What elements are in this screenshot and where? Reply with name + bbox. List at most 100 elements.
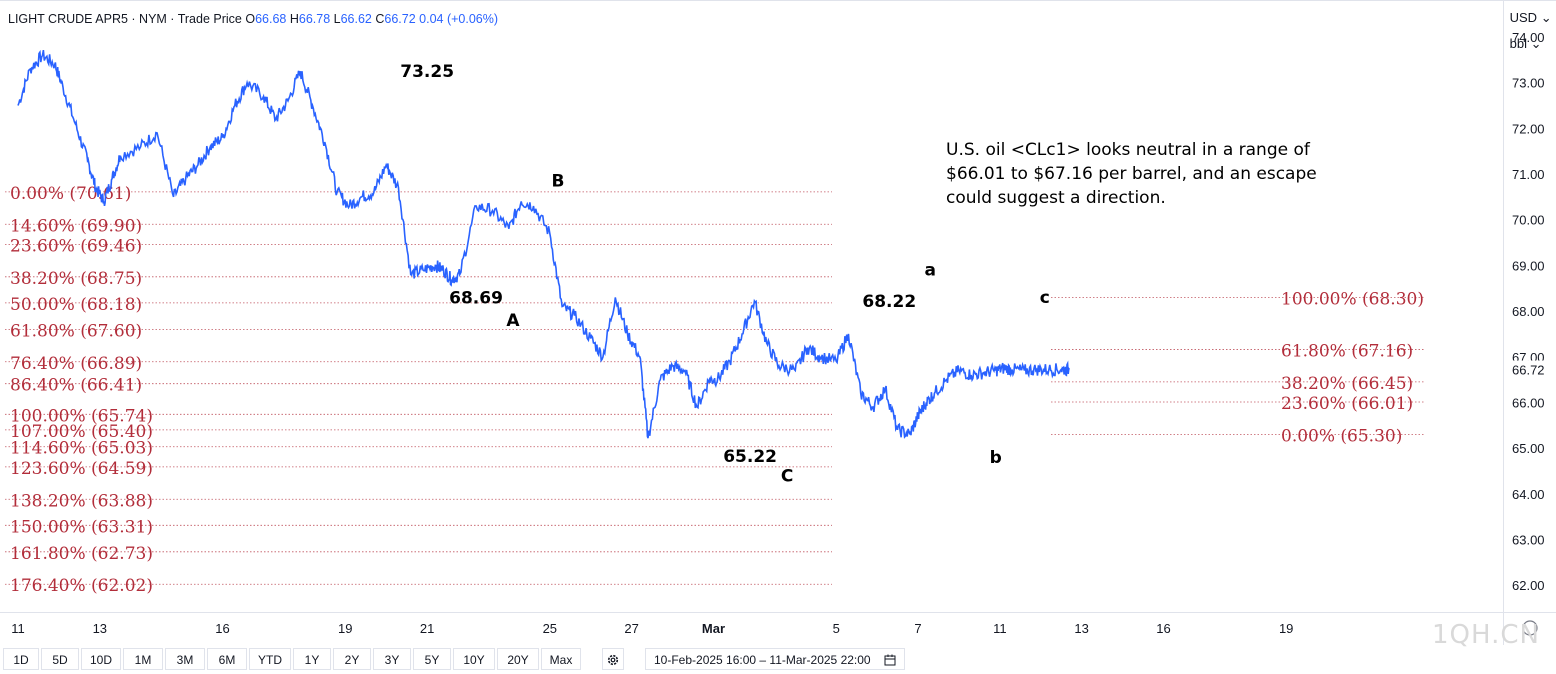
fib-level-label: 100.00% (65.74) (10, 406, 153, 426)
time-tick-label: 27 (624, 621, 638, 636)
period-toolbar: 1D 5D 10D 1M 3M 6M YTD 1Y 2Y 3Y 5Y 10Y 20Y Max 10-Feb… (0, 645, 1556, 673)
wave-point-label: C (781, 466, 793, 486)
wave-point-label: B (552, 172, 565, 192)
price-series-line (17, 49, 1071, 439)
fib-level-label: 0.00% (70.61) (10, 184, 131, 204)
period-button-20y[interactable]: 20Y (497, 648, 539, 670)
price-chart[interactable]: 0.00% (70.61) 14.60% (69.90)23.60% (69.46… (0, 0, 1556, 645)
period-button-1d[interactable]: 1D (3, 648, 39, 670)
chevron-down-icon: ⌄ (1530, 36, 1542, 51)
symbol-title: LIGHT CRUDE APR5 · NYM · Trade Price (8, 12, 242, 26)
period-button-2y[interactable]: 2Y (333, 648, 371, 670)
time-tick-label: 19 (338, 621, 352, 636)
period-button-5d[interactable]: 5D (41, 648, 79, 670)
fib-level-label: 38.20% (68.75) (10, 269, 142, 289)
fib-level-label: 176.40% (62.02) (10, 576, 153, 596)
wave-point-label: 68.22 (862, 292, 916, 312)
analysis-note: U.S. oil <CLc1> looks neutral in a range… (946, 140, 1317, 208)
period-button-6m[interactable]: 6M (207, 648, 247, 670)
wave-point-label: 73.25 (400, 62, 454, 82)
time-tick-label: 13 (93, 621, 107, 636)
low-value: 66.62 (340, 12, 372, 26)
axis-settings-icon[interactable] (1522, 620, 1538, 636)
time-tick-label: 11 (993, 621, 1007, 636)
wave-point-label: c (1040, 288, 1050, 308)
last-price-label: 66.72 (1512, 363, 1545, 378)
chart-grid (0, 0, 1556, 645)
gear-icon (607, 654, 619, 666)
period-button-10d[interactable]: 10D (81, 648, 121, 670)
period-button-1y[interactable]: 1Y (293, 648, 331, 670)
fib-level-label: 123.60% (64.59) (10, 459, 153, 479)
period-button-ytd[interactable]: YTD (249, 648, 291, 670)
price-tick-label: 70.00 (1512, 213, 1545, 228)
time-axis[interactable]: 11 13 16 19 21 25 27 Mar 5 7 11 13 16 19 (11, 620, 1538, 636)
fib-level-label: 86.40% (66.41) (10, 376, 142, 396)
price-tick-label: 74.00 (1512, 30, 1545, 45)
time-tick-label: 16 (215, 621, 229, 636)
chart-header: LIGHT CRUDE APR5 · NYM · Trade Price O66… (8, 12, 498, 26)
period-button-3m[interactable]: 3M (165, 648, 205, 670)
calendar-icon (884, 654, 896, 666)
unit-select[interactable]: bbl ⌄ (1506, 36, 1556, 52)
time-tick-label: 7 (914, 621, 921, 636)
price-tick-label: 66.00 (1512, 395, 1545, 410)
last-price-marker (1505, 360, 1555, 379)
price-tick-label: 69.00 (1512, 258, 1545, 273)
wave-point-label: 65.22 (723, 447, 777, 467)
fib-level-label: 23.60% (66.01) (1281, 394, 1413, 414)
settings-button[interactable] (602, 648, 624, 670)
price-axis-border (1503, 0, 1504, 645)
close-label: C (375, 12, 385, 26)
wave-point-label: a (925, 261, 936, 281)
time-axis-border (0, 612, 1556, 613)
time-tick-label: 5 (833, 621, 840, 636)
fib-level-label: 50.00% (68.18) (10, 295, 142, 315)
fib-level-label: 107.00% (65.40) (10, 422, 153, 442)
fib-level-label: 76.40% (66.89) (10, 354, 142, 374)
high-label: H (289, 12, 299, 26)
chevron-down-icon: ⌄ (1540, 10, 1552, 25)
fib-level-label: 0.00% (65.30) (1281, 426, 1402, 446)
wave-point-label: 68.69 (449, 289, 503, 309)
price-tick-label: 65.00 (1512, 441, 1545, 456)
change-value: 0.04 (+0.06%) (419, 12, 499, 26)
price-tick-label: 68.00 (1512, 304, 1545, 319)
fib-level-label: 38.20% (66.45) (1281, 374, 1413, 394)
date-range-text: 10-Feb-2025 16:00 – 11-Mar-2025 22:00 (654, 653, 871, 667)
fib-level-label: 61.80% (67.16) (1281, 341, 1413, 361)
watermark: 1QH.CN (1432, 620, 1540, 650)
wave-point-label: A (506, 311, 520, 331)
time-tick-label: 21 (420, 621, 434, 636)
time-tick-label: 11 (11, 621, 25, 636)
wave-point-label: b (990, 448, 1002, 468)
open-value: 66.68 (255, 12, 287, 26)
open-label: O (245, 12, 256, 26)
unit-label: bbl (1509, 36, 1527, 51)
period-button-max[interactable]: Max (541, 648, 581, 670)
period-button-3y[interactable]: 3Y (373, 648, 411, 670)
chart-top-border (0, 0, 1556, 1)
price-axis[interactable]: 62.0063.0064.0065.0066.0067.0068.0069.00… (1505, 30, 1555, 593)
fib-level-label: 23.60% (69.46) (10, 236, 142, 256)
price-tick-label: 72.00 (1512, 121, 1545, 136)
fib-level-label: 61.80% (67.60) (10, 321, 142, 341)
time-tick-label: 16 (1156, 621, 1170, 636)
high-value: 66.78 (298, 12, 331, 26)
time-tick-label: 19 (1279, 621, 1293, 636)
currency-select[interactable]: USD ⌄ (1506, 10, 1556, 26)
wave-labels: 73.25 B 68.69A 65.22C 68.22 a b c (400, 62, 1050, 486)
date-range-picker[interactable]: 10-Feb-2025 16:00 – 11-Mar-2025 22:00 (645, 648, 905, 670)
fib-level-label: 114.60% (65.03) (10, 439, 153, 459)
price-tick-label: 64.00 (1512, 487, 1545, 502)
price-tick-label: 73.00 (1512, 76, 1545, 91)
price-tick-label: 63.00 (1512, 532, 1545, 547)
period-button-10y[interactable]: 10Y (453, 648, 495, 670)
fib-level-label: 100.00% (68.30) (1281, 289, 1424, 309)
currency-label: USD (1509, 10, 1538, 25)
time-tick-label: 25 (543, 621, 557, 636)
fib-level-label: 138.20% (63.88) (10, 491, 153, 511)
period-button-1m[interactable]: 1M (123, 648, 163, 670)
period-button-5y[interactable]: 5Y (413, 648, 451, 670)
low-label: L (333, 12, 341, 26)
